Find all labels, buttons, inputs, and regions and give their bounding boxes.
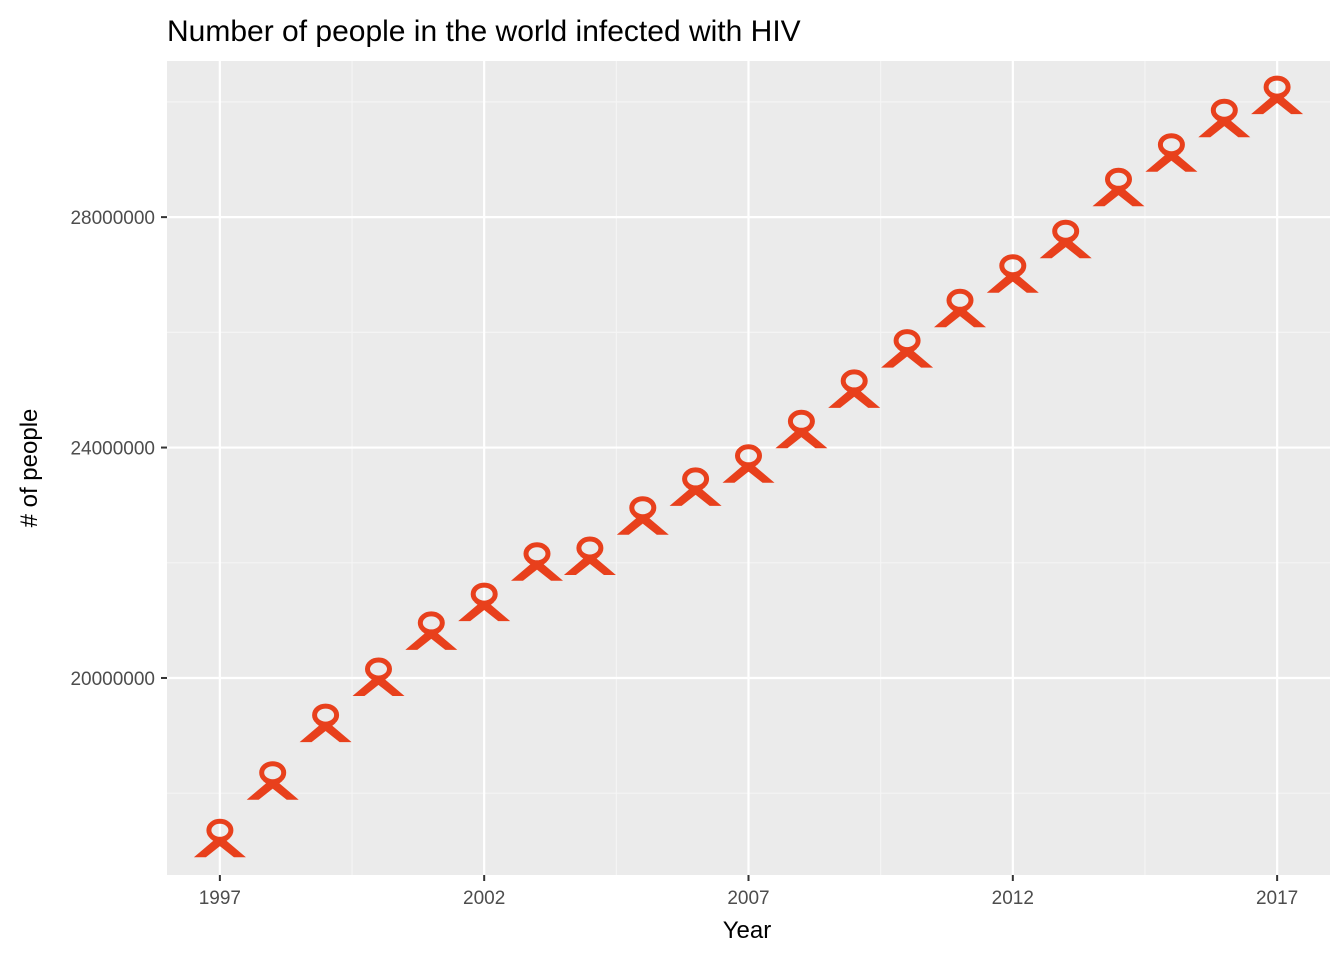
data-point — [193, 818, 246, 858]
x-tick-label: 2017 — [1256, 888, 1298, 909]
data-point — [299, 703, 352, 743]
data-point — [352, 657, 405, 696]
data-point — [1198, 98, 1251, 138]
awareness-ribbon-icon — [405, 611, 458, 650]
data-point — [458, 582, 511, 622]
data-point — [616, 496, 669, 535]
awareness-ribbon-icon — [1092, 167, 1145, 207]
awareness-ribbon-icon — [193, 818, 246, 858]
data-point — [511, 542, 563, 581]
awareness-ribbon-icon — [352, 657, 405, 696]
awareness-ribbon-icon — [1145, 133, 1198, 172]
x-tick-label: 1997 — [199, 888, 241, 909]
data-point — [1251, 75, 1304, 115]
awareness-ribbon-icon — [458, 582, 511, 622]
awareness-ribbon-icon — [881, 329, 934, 368]
y-tick-label: 24000000 — [70, 439, 155, 460]
data-point — [563, 536, 616, 575]
awareness-ribbon-icon — [722, 444, 775, 483]
data-point — [881, 329, 934, 368]
y-axis-title: # of people — [16, 409, 43, 528]
data-point — [1039, 219, 1092, 259]
data-point — [934, 288, 986, 328]
x-axis-title: Year — [723, 917, 772, 944]
awareness-ribbon-icon — [299, 703, 352, 743]
awareness-ribbon-icon — [1039, 219, 1092, 259]
data-points — [193, 75, 1304, 858]
x-axis-tick-labels: 1997 2002 2007 2012 2017 — [199, 888, 1299, 909]
awareness-ribbon-icon — [934, 288, 986, 328]
awareness-ribbon-icon — [1198, 98, 1251, 138]
data-point — [828, 369, 881, 408]
data-point — [986, 254, 1039, 293]
awareness-ribbon-icon — [828, 369, 881, 408]
y-axis-tick-labels: 20000000 24000000 28000000 — [70, 208, 155, 690]
data-point — [246, 761, 299, 800]
axis-ticks — [161, 216, 1279, 881]
data-point — [669, 467, 722, 506]
x-tick-label: 2002 — [463, 888, 505, 909]
y-tick-label: 20000000 — [70, 669, 155, 690]
data-point — [722, 444, 775, 483]
data-point — [1145, 133, 1198, 172]
data-point — [775, 409, 828, 449]
x-tick-label: 2007 — [727, 888, 769, 909]
awareness-ribbon-icon — [1251, 75, 1304, 115]
x-tick-label: 2012 — [992, 888, 1034, 909]
data-point — [1092, 167, 1145, 207]
awareness-ribbon-icon — [246, 761, 299, 800]
chart-title: Number of people in the world infected w… — [167, 15, 801, 48]
y-tick-label: 28000000 — [70, 208, 155, 229]
awareness-ribbon-icon — [775, 409, 828, 449]
awareness-ribbon-icon — [986, 254, 1039, 293]
awareness-ribbon-icon — [511, 542, 563, 581]
data-point — [405, 611, 458, 650]
awareness-ribbon-icon — [616, 496, 669, 535]
awareness-ribbon-icon — [669, 467, 722, 506]
awareness-ribbon-icon — [563, 536, 616, 575]
